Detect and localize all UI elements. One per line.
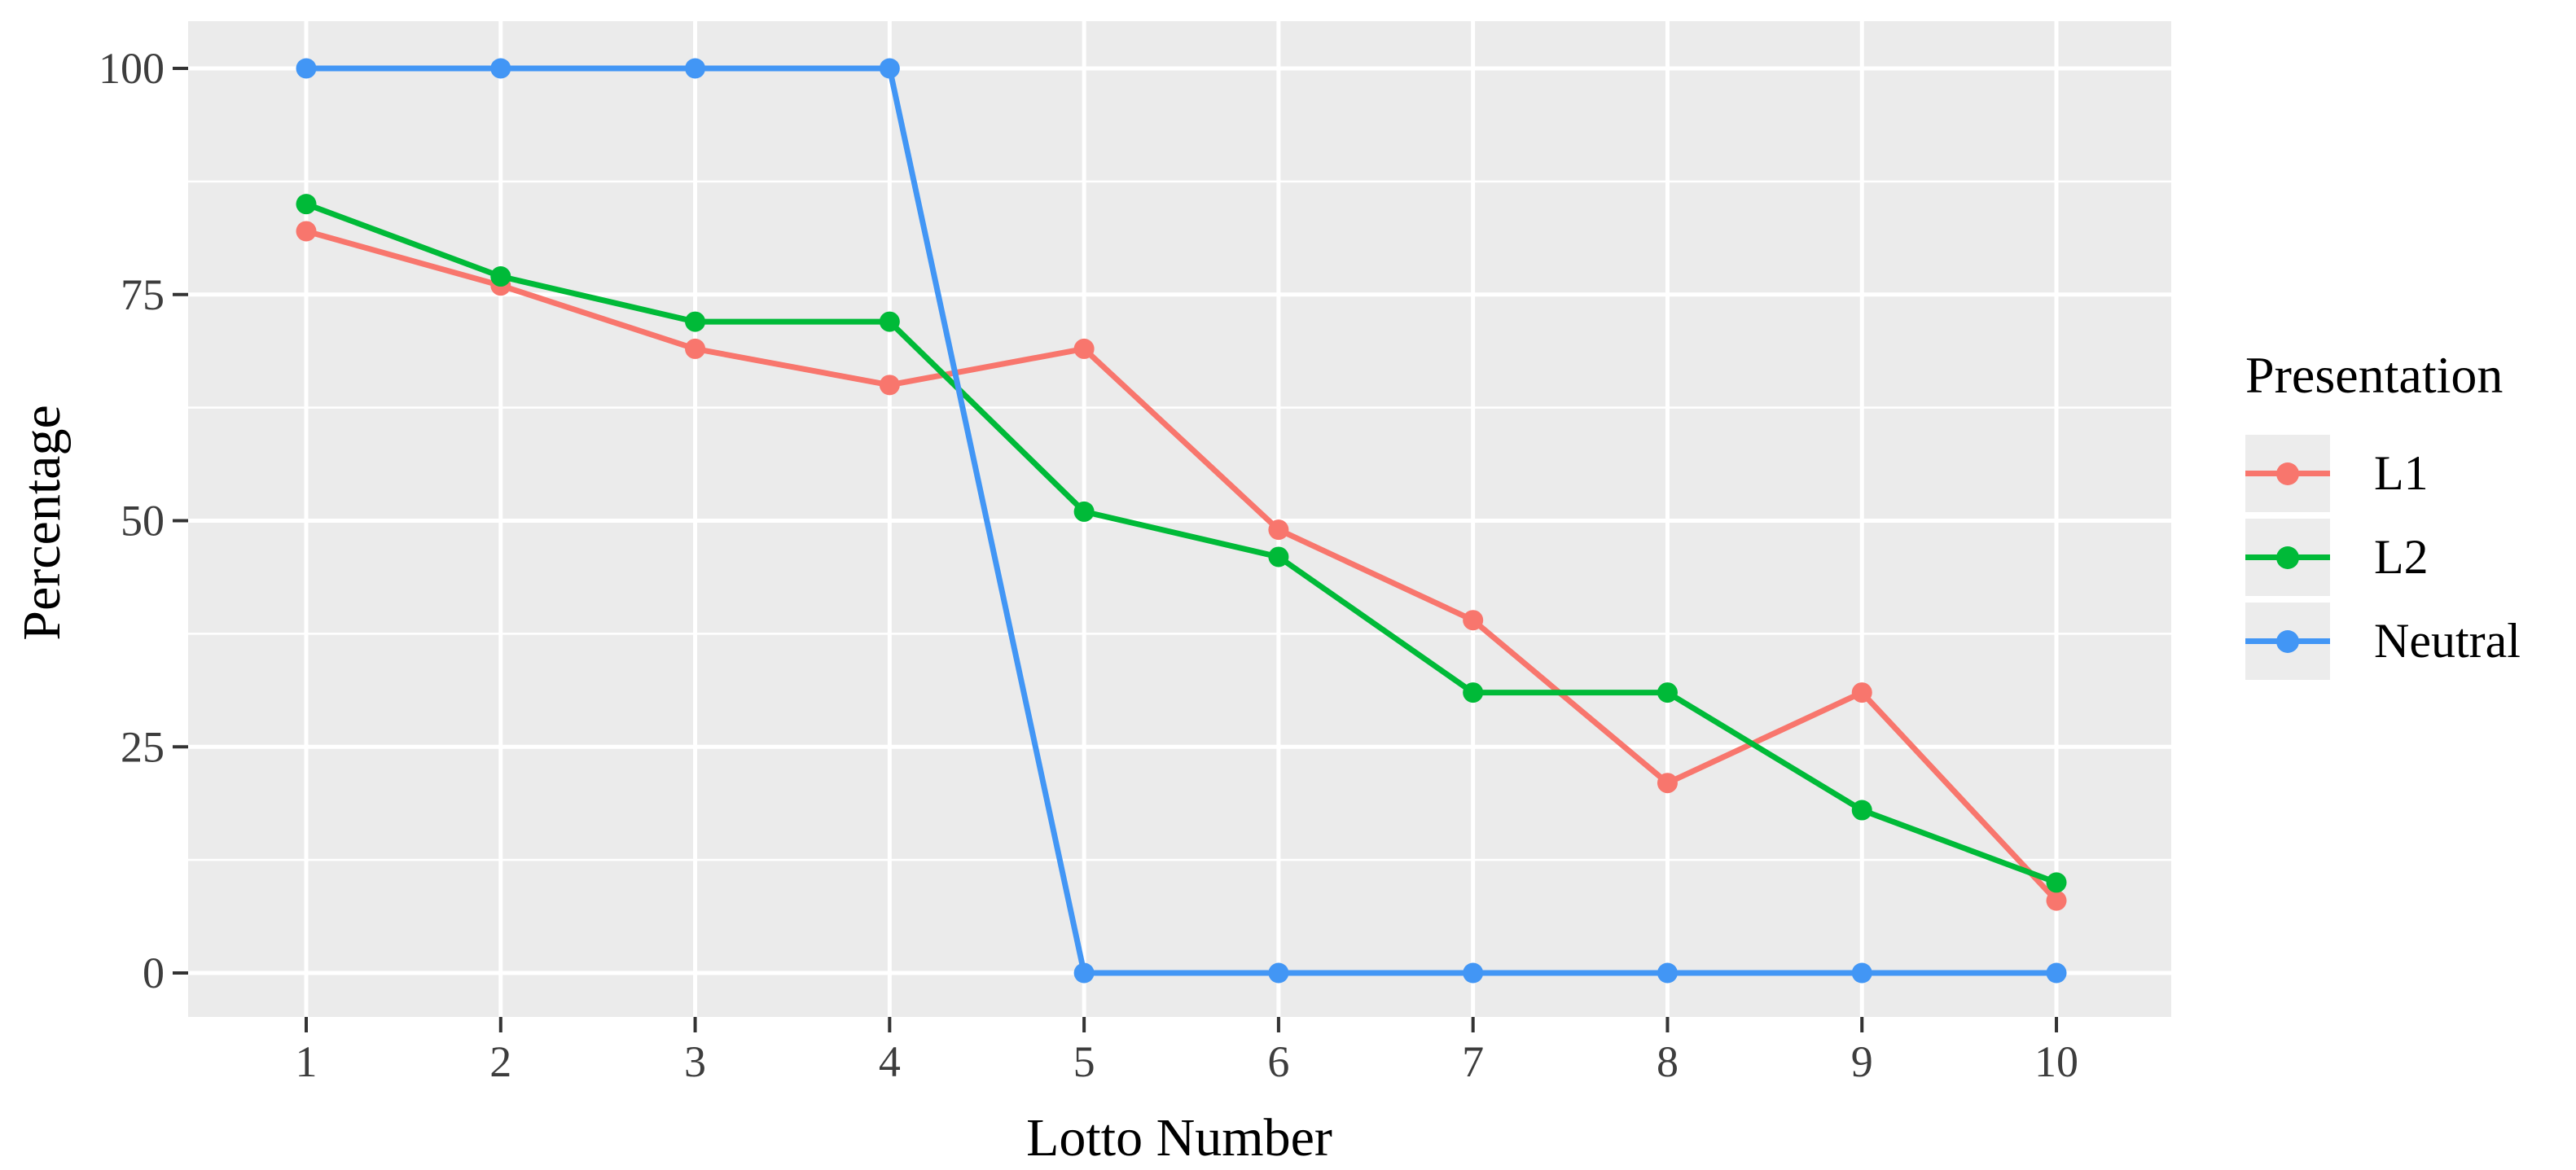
data-point-neutral-5	[1073, 962, 1095, 984]
data-point-l1-3	[685, 338, 706, 359]
data-point-l2-1	[296, 194, 317, 215]
series-line-neutral	[306, 65, 2057, 976]
x-tick-label-2: 2	[489, 1037, 511, 1086]
data-point-l1-4	[879, 375, 900, 396]
data-point-l2-8	[1657, 682, 1678, 703]
data-point-l2-10	[2046, 872, 2067, 893]
legend-entry-l1: L1	[2245, 435, 2521, 512]
legend: Presentation L1 L2 Neutral	[2245, 345, 2521, 686]
legend-key-neutral	[2245, 603, 2330, 680]
legend-point-icon	[2276, 629, 2299, 653]
y-tick-label-75: 75	[121, 270, 165, 319]
y-tick-label-50: 50	[121, 497, 165, 546]
legend-label-l2: L2	[2374, 530, 2429, 584]
data-point-neutral-2	[490, 58, 511, 79]
data-point-l2-4	[879, 311, 900, 332]
legend-label-neutral: Neutral	[2374, 614, 2521, 668]
data-point-neutral-6	[1268, 962, 1289, 984]
data-point-neutral-3	[685, 58, 706, 79]
data-point-l1-8	[1657, 773, 1678, 794]
y-tick-label-0: 0	[143, 949, 165, 997]
x-tick-label-1: 1	[296, 1037, 318, 1086]
data-point-neutral-9	[1851, 962, 1872, 984]
data-point-l2-3	[685, 311, 706, 332]
data-point-l2-5	[1073, 501, 1095, 522]
legend-title: Presentation	[2245, 346, 2504, 404]
legend-entry-l2: L2	[2245, 519, 2521, 596]
data-point-l1-7	[1463, 610, 1484, 631]
x-tick-label-5: 5	[1073, 1037, 1095, 1086]
data-point-l2-2	[490, 266, 511, 287]
x-tick-label-9: 9	[1851, 1037, 1873, 1086]
legend-point-icon	[2276, 462, 2299, 485]
x-tick-label-8: 8	[1657, 1037, 1679, 1086]
x-tick-label-7: 7	[1462, 1037, 1484, 1086]
data-point-neutral-7	[1463, 962, 1484, 984]
data-point-l2-6	[1268, 546, 1289, 567]
legend-key-l1	[2245, 435, 2330, 512]
legend-key-l2	[2245, 519, 2330, 596]
legend-entry-neutral: Neutral	[2245, 603, 2521, 680]
data-point-l1-10	[2046, 890, 2067, 911]
y-tick-label-25: 25	[121, 722, 165, 771]
data-point-l1-1	[296, 221, 317, 242]
data-point-neutral-4	[879, 58, 900, 79]
x-tick-label-3: 3	[684, 1037, 706, 1086]
x-tick-label-6: 6	[1267, 1037, 1289, 1086]
y-axis-title: Percentage	[12, 405, 72, 641]
legend-label-l1: L1	[2374, 446, 2429, 500]
y-tick-label-100: 100	[99, 44, 165, 93]
legend-point-icon	[2276, 546, 2299, 569]
data-point-l2-7	[1463, 682, 1484, 703]
data-point-neutral-8	[1657, 962, 1678, 984]
series-line-l1	[305, 228, 2059, 903]
data-point-neutral-10	[2046, 962, 2067, 984]
x-tick-label-4: 4	[879, 1037, 901, 1086]
series-line-l2	[305, 201, 2058, 886]
data-point-l1-6	[1268, 519, 1289, 541]
x-axis-title: Lotto Number	[1026, 1108, 1332, 1168]
data-point-l1-5	[1073, 338, 1095, 359]
data-point-l2-9	[1851, 800, 1872, 821]
data-point-l1-9	[1851, 682, 1872, 703]
data-point-neutral-1	[296, 58, 317, 79]
x-tick-label-10: 10	[2034, 1037, 2078, 1086]
